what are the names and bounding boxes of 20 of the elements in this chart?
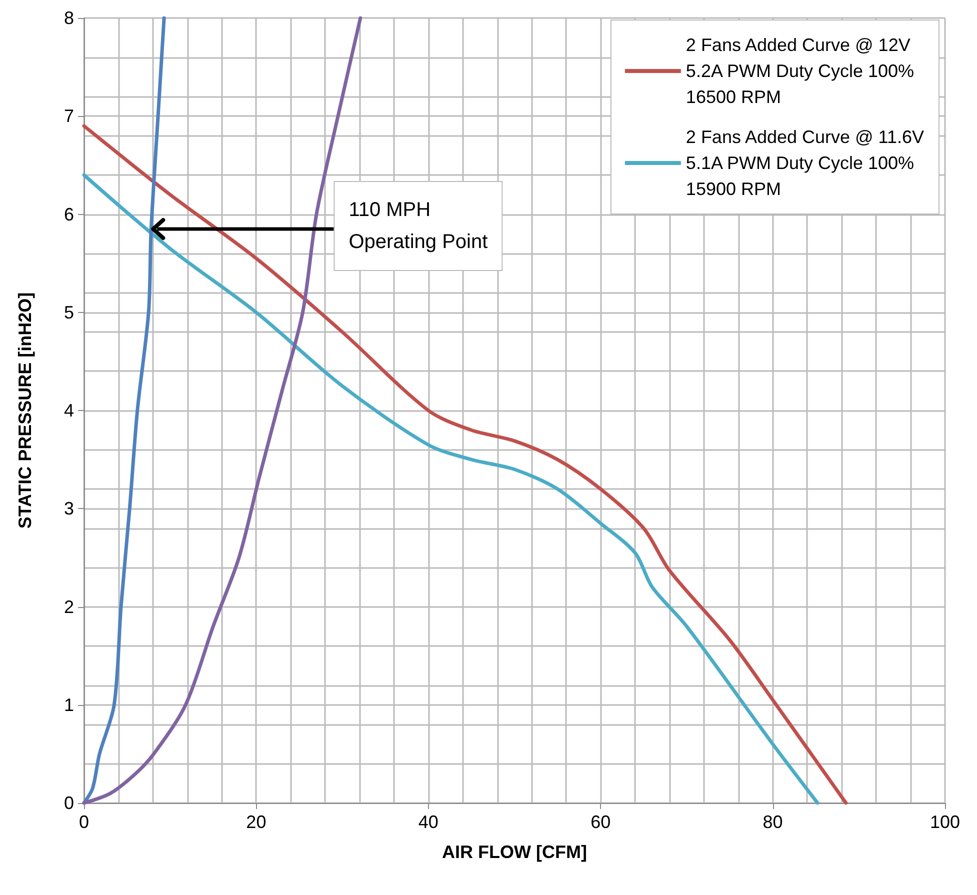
y-tick-label: 2 xyxy=(64,596,74,617)
x-tick-label: 0 xyxy=(78,812,90,832)
x-tick-label: 60 xyxy=(590,812,611,832)
y-tick-label: 3 xyxy=(64,498,74,519)
x-tick-label: 40 xyxy=(418,812,438,832)
y-tick-label: 4 xyxy=(64,400,74,420)
legend-label: 2 Fans Added Curve @ 11.6V 5.1A PWM Duty Cycle 100% 15900 RPM xyxy=(686,127,924,199)
y-tick-label: 6 xyxy=(64,204,74,224)
x-tick-label: 100 xyxy=(930,812,960,832)
y-tick-label: 7 xyxy=(64,106,74,126)
y-tick-label: 8 xyxy=(64,8,74,28)
y-tick-label: 1 xyxy=(64,694,74,715)
x-tick-label: 20 xyxy=(246,812,266,832)
y-tick-label: 0 xyxy=(64,793,74,813)
x-tick-label: 80 xyxy=(762,812,783,832)
y-axis-title: STATIC PRESSURE [inH2O] xyxy=(15,292,35,529)
annotation: 110 MPH Operating Point xyxy=(348,198,488,253)
y-tick-label: 5 xyxy=(64,302,74,322)
legend-label: 2 Fans Added Curve @ 12V 5.2A PWM Duty Cycle 100% 16500 RPM xyxy=(686,35,914,107)
x-axis-title: AIR FLOW [CFM] xyxy=(442,842,587,862)
